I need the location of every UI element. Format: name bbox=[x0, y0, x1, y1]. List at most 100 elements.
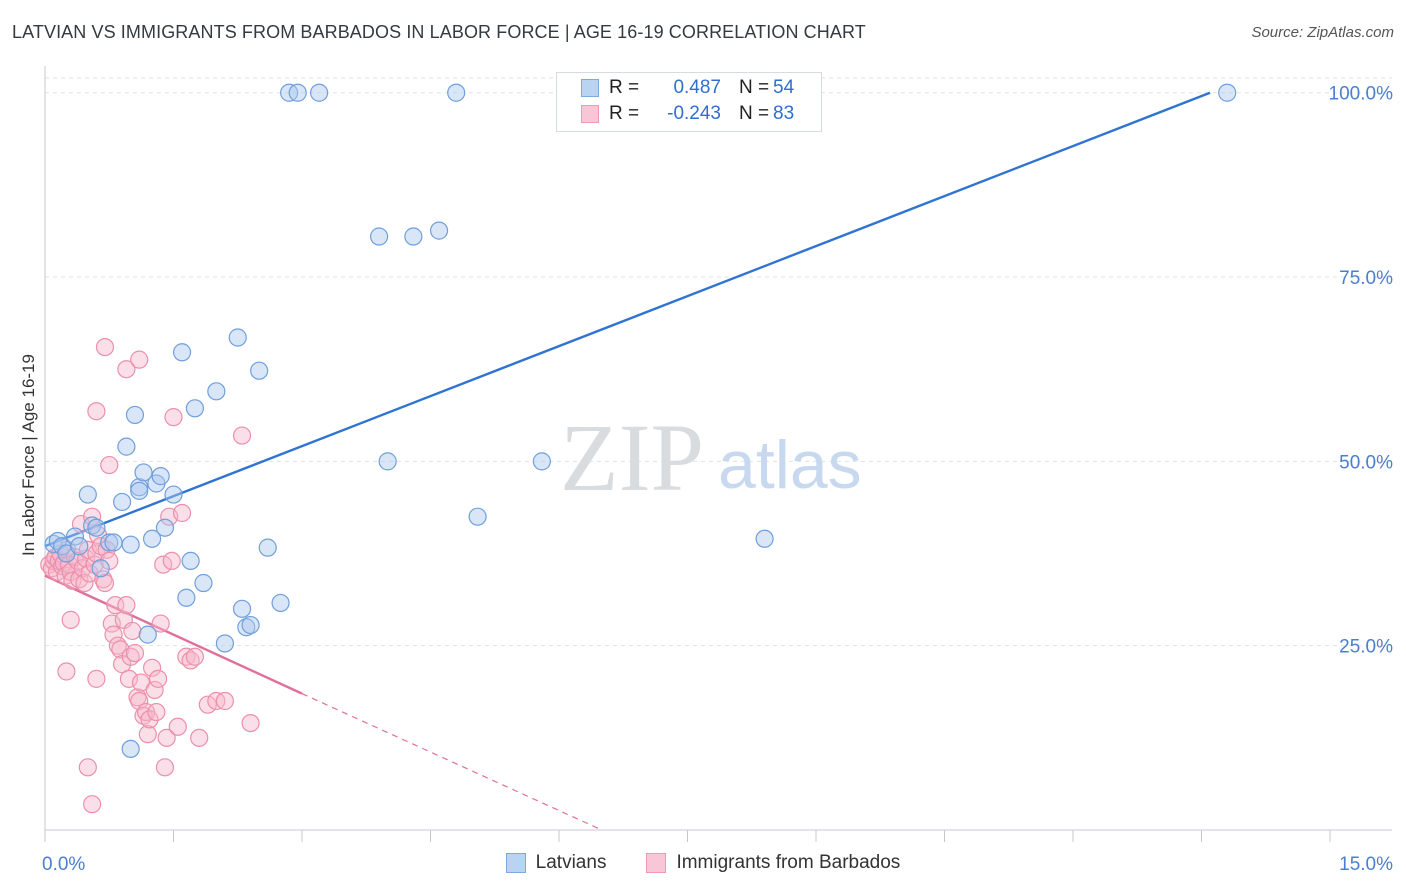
point-latvians[interactable] bbox=[1218, 83, 1237, 102]
point-latvians[interactable] bbox=[370, 227, 389, 246]
point-latvians[interactable] bbox=[121, 535, 140, 554]
point-latvians[interactable] bbox=[288, 83, 307, 102]
y-tick-label: 75.0% bbox=[1339, 268, 1393, 289]
series-legend-barbados[interactable]: Immigrants from Barbados bbox=[646, 852, 900, 874]
point-barbados[interactable] bbox=[117, 596, 136, 615]
point-barbados[interactable] bbox=[215, 691, 234, 711]
point-latvians[interactable] bbox=[215, 634, 234, 653]
point-barbados[interactable] bbox=[57, 662, 76, 681]
grid-lines bbox=[45, 77, 1392, 647]
point-latvians[interactable] bbox=[271, 593, 290, 613]
point-latvians[interactable] bbox=[65, 527, 85, 546]
point-barbados[interactable] bbox=[87, 402, 106, 421]
point-latvians[interactable] bbox=[194, 573, 213, 593]
point-latvians[interactable] bbox=[104, 533, 123, 552]
point-latvians[interactable] bbox=[755, 529, 774, 548]
point-latvians[interactable] bbox=[185, 399, 205, 418]
point-latvians[interactable] bbox=[310, 83, 329, 102]
point-latvians[interactable] bbox=[172, 343, 192, 362]
point-barbados[interactable] bbox=[241, 713, 260, 733]
point-barbados[interactable] bbox=[148, 669, 168, 688]
point-barbados[interactable] bbox=[95, 573, 115, 593]
point-barbados[interactable] bbox=[123, 621, 142, 641]
point-barbados[interactable] bbox=[138, 725, 157, 744]
point-barbados[interactable] bbox=[130, 691, 149, 711]
point-barbados[interactable] bbox=[145, 680, 164, 700]
point-latvians[interactable] bbox=[117, 437, 136, 456]
point-latvians[interactable] bbox=[91, 559, 110, 578]
point-barbados[interactable] bbox=[140, 710, 159, 729]
legend-row-barbados: R = -0.243 N = 83 bbox=[581, 102, 803, 126]
series-legend-latvians[interactable]: Latvians bbox=[505, 852, 606, 874]
point-latvians[interactable] bbox=[151, 467, 170, 486]
point-barbados[interactable] bbox=[100, 455, 119, 475]
series-label-barbados: Immigrants from Barbados bbox=[676, 852, 901, 873]
point-latvians[interactable] bbox=[250, 361, 269, 380]
point-latvians[interactable] bbox=[134, 463, 153, 482]
point-barbados[interactable] bbox=[78, 758, 97, 777]
point-barbados[interactable] bbox=[162, 551, 181, 571]
point-latvians[interactable] bbox=[164, 485, 183, 504]
point-barbados[interactable] bbox=[119, 669, 139, 688]
point-barbados[interactable] bbox=[61, 610, 80, 629]
y-tick-label: 100.0% bbox=[1329, 84, 1394, 105]
point-latvians[interactable] bbox=[112, 492, 132, 512]
point-barbados[interactable] bbox=[130, 350, 149, 369]
point-latvians[interactable] bbox=[429, 221, 449, 240]
point-barbados[interactable] bbox=[80, 564, 99, 583]
legend-swatch-latvians bbox=[581, 79, 599, 97]
point-latvians[interactable] bbox=[181, 551, 200, 571]
point-barbados[interactable] bbox=[117, 360, 136, 379]
point-latvians[interactable] bbox=[130, 481, 149, 500]
point-latvians[interactable] bbox=[232, 599, 252, 618]
point-barbados[interactable] bbox=[87, 669, 106, 688]
point-latvians[interactable] bbox=[378, 452, 397, 471]
point-latvians[interactable] bbox=[142, 529, 162, 548]
legend-swatch-barbados bbox=[581, 105, 599, 123]
watermark-atlas: atlas bbox=[718, 427, 862, 503]
series-swatch-barbados bbox=[646, 853, 667, 873]
series-legend: Latvians Immigrants from Barbados bbox=[0, 852, 1406, 874]
point-barbados[interactable] bbox=[147, 702, 166, 722]
point-barbados[interactable] bbox=[164, 408, 183, 427]
legend-row-latvians: R = 0.487 N = 54 bbox=[581, 76, 803, 100]
point-latvians[interactable] bbox=[532, 452, 551, 471]
point-latvians[interactable] bbox=[207, 382, 226, 401]
point-latvians[interactable] bbox=[100, 533, 119, 552]
point-latvians[interactable] bbox=[121, 739, 140, 759]
point-latvians[interactable] bbox=[177, 588, 196, 607]
point-latvians[interactable] bbox=[468, 507, 487, 526]
point-barbados[interactable] bbox=[157, 728, 176, 747]
point-latvians[interactable] bbox=[404, 227, 423, 246]
point-barbados[interactable] bbox=[104, 625, 123, 644]
point-latvians[interactable] bbox=[125, 405, 145, 425]
point-barbados[interactable] bbox=[75, 573, 94, 593]
point-latvians[interactable] bbox=[155, 518, 175, 537]
source-label: Source: ZipAtlas.com bbox=[1251, 24, 1394, 41]
point-latvians[interactable] bbox=[258, 538, 277, 557]
legend-r-value-latvians: 0.487 bbox=[673, 77, 721, 98]
point-barbados[interactable] bbox=[97, 540, 116, 559]
point-barbados[interactable] bbox=[125, 643, 145, 663]
legend-n-label: N = bbox=[739, 103, 770, 124]
point-barbados[interactable] bbox=[172, 503, 192, 523]
point-barbados[interactable] bbox=[95, 337, 115, 357]
point-latvians[interactable] bbox=[78, 485, 97, 504]
point-barbados[interactable] bbox=[151, 614, 170, 633]
point-barbados[interactable] bbox=[155, 758, 175, 777]
point-barbados[interactable] bbox=[190, 728, 209, 747]
point-barbados[interactable] bbox=[185, 647, 205, 666]
point-barbados[interactable] bbox=[168, 717, 187, 736]
point-latvians[interactable] bbox=[70, 537, 89, 556]
point-latvians[interactable] bbox=[228, 328, 247, 347]
point-barbados[interactable] bbox=[89, 525, 108, 545]
point-barbados[interactable] bbox=[111, 640, 130, 659]
point-latvians[interactable] bbox=[241, 615, 260, 635]
point-barbados[interactable] bbox=[142, 658, 162, 677]
point-latvians[interactable] bbox=[87, 518, 106, 537]
point-barbados[interactable] bbox=[232, 426, 252, 445]
point-latvians[interactable] bbox=[447, 83, 466, 102]
point-barbados[interactable] bbox=[83, 795, 102, 814]
point-latvians[interactable] bbox=[138, 625, 157, 644]
legend-r-value-barbados: -0.243 bbox=[667, 103, 721, 124]
